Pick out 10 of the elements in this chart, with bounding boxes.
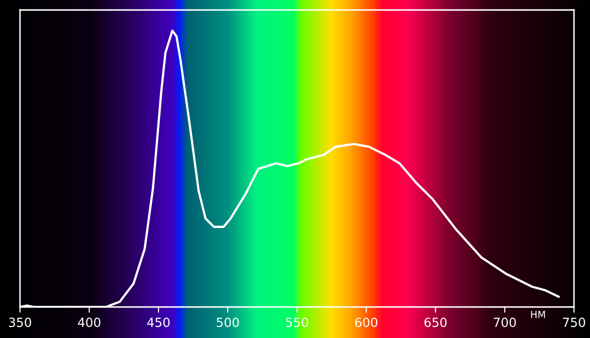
x-axis-title: НМ bbox=[531, 310, 545, 318]
x-tick-label: 550 bbox=[286, 318, 308, 328]
x-tick-label: 700 bbox=[494, 318, 516, 328]
x-tick-label: 600 bbox=[355, 318, 378, 328]
x-tick-label: 750 bbox=[563, 318, 586, 328]
x-tick-label: 450 bbox=[147, 318, 170, 328]
x-tick-label: 500 bbox=[216, 318, 239, 328]
x-tick-label: 350 bbox=[9, 318, 32, 328]
x-tick-label: 650 bbox=[424, 318, 447, 328]
x-tick-label: 400 bbox=[78, 318, 100, 328]
